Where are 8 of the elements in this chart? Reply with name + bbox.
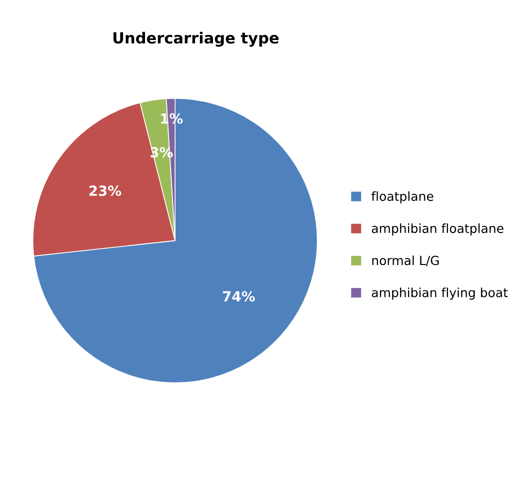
legend-label: amphibian flying boat [372, 288, 508, 300]
data-label: 74% [222, 291, 255, 302]
legend-label: normal L/G [372, 256, 439, 266]
pie-slice [33, 98, 318, 384]
chart-title: Undercarriage type [113, 32, 279, 47]
data-label: 23% [89, 185, 122, 196]
legend-label: amphibian floatplane [372, 223, 504, 236]
legend-label: floatplane [371, 191, 434, 204]
